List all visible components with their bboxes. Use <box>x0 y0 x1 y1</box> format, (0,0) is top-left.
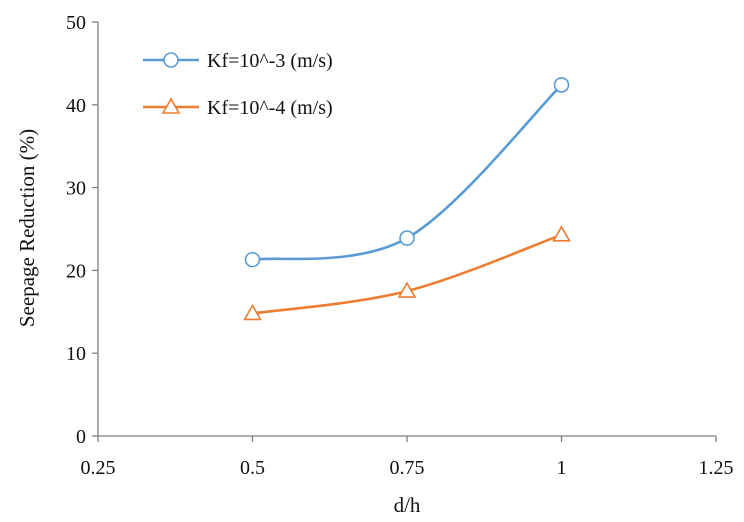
x-tick-label: 0.5 <box>240 457 265 479</box>
y-tick-label: 30 <box>66 178 86 200</box>
legend: Kf=10^-3 (m/s) Kf=10^-4 (m/s) <box>143 50 333 119</box>
series-layer <box>243 77 571 321</box>
y-tick-label: 40 <box>66 95 86 117</box>
legend-label: Kf=10^-4 (m/s) <box>207 97 333 119</box>
x-tick-label: 1 <box>557 457 567 479</box>
legend-item: Kf=10^-3 (m/s) <box>143 50 333 72</box>
data-point-circle <box>399 230 415 246</box>
data-point-triangle <box>552 225 571 242</box>
data-point-triangle <box>397 281 417 298</box>
legend-item: Kf=10^-4 (m/s) <box>143 97 333 119</box>
y-tick-label: 0 <box>76 426 86 448</box>
x-tick-label: 0.25 <box>81 457 116 479</box>
y-axis-title: Seepage Reduction (%) <box>15 129 39 327</box>
y-tick-label: 20 <box>66 260 86 282</box>
legend-label: Kf=10^-3 (m/s) <box>207 50 333 72</box>
axes: 0 10 20 30 40 50 0.25 0.5 0.75 1 1.25 <box>66 12 734 479</box>
data-point-circle <box>553 77 570 93</box>
x-axis-title: d/h <box>394 493 421 517</box>
y-tick-label: 10 <box>66 343 86 365</box>
y-tick-label: 50 <box>66 12 86 34</box>
legend-circle-marker <box>163 52 179 68</box>
x-tick-label: 1.25 <box>699 457 734 479</box>
series-2 <box>243 225 571 321</box>
data-point-triangle <box>243 303 262 321</box>
legend-triangle-marker <box>161 97 181 114</box>
series-line <box>252 233 562 315</box>
x-tick-label: 0.75 <box>390 457 425 479</box>
data-point-circle <box>244 251 261 268</box>
series-1 <box>244 77 570 268</box>
